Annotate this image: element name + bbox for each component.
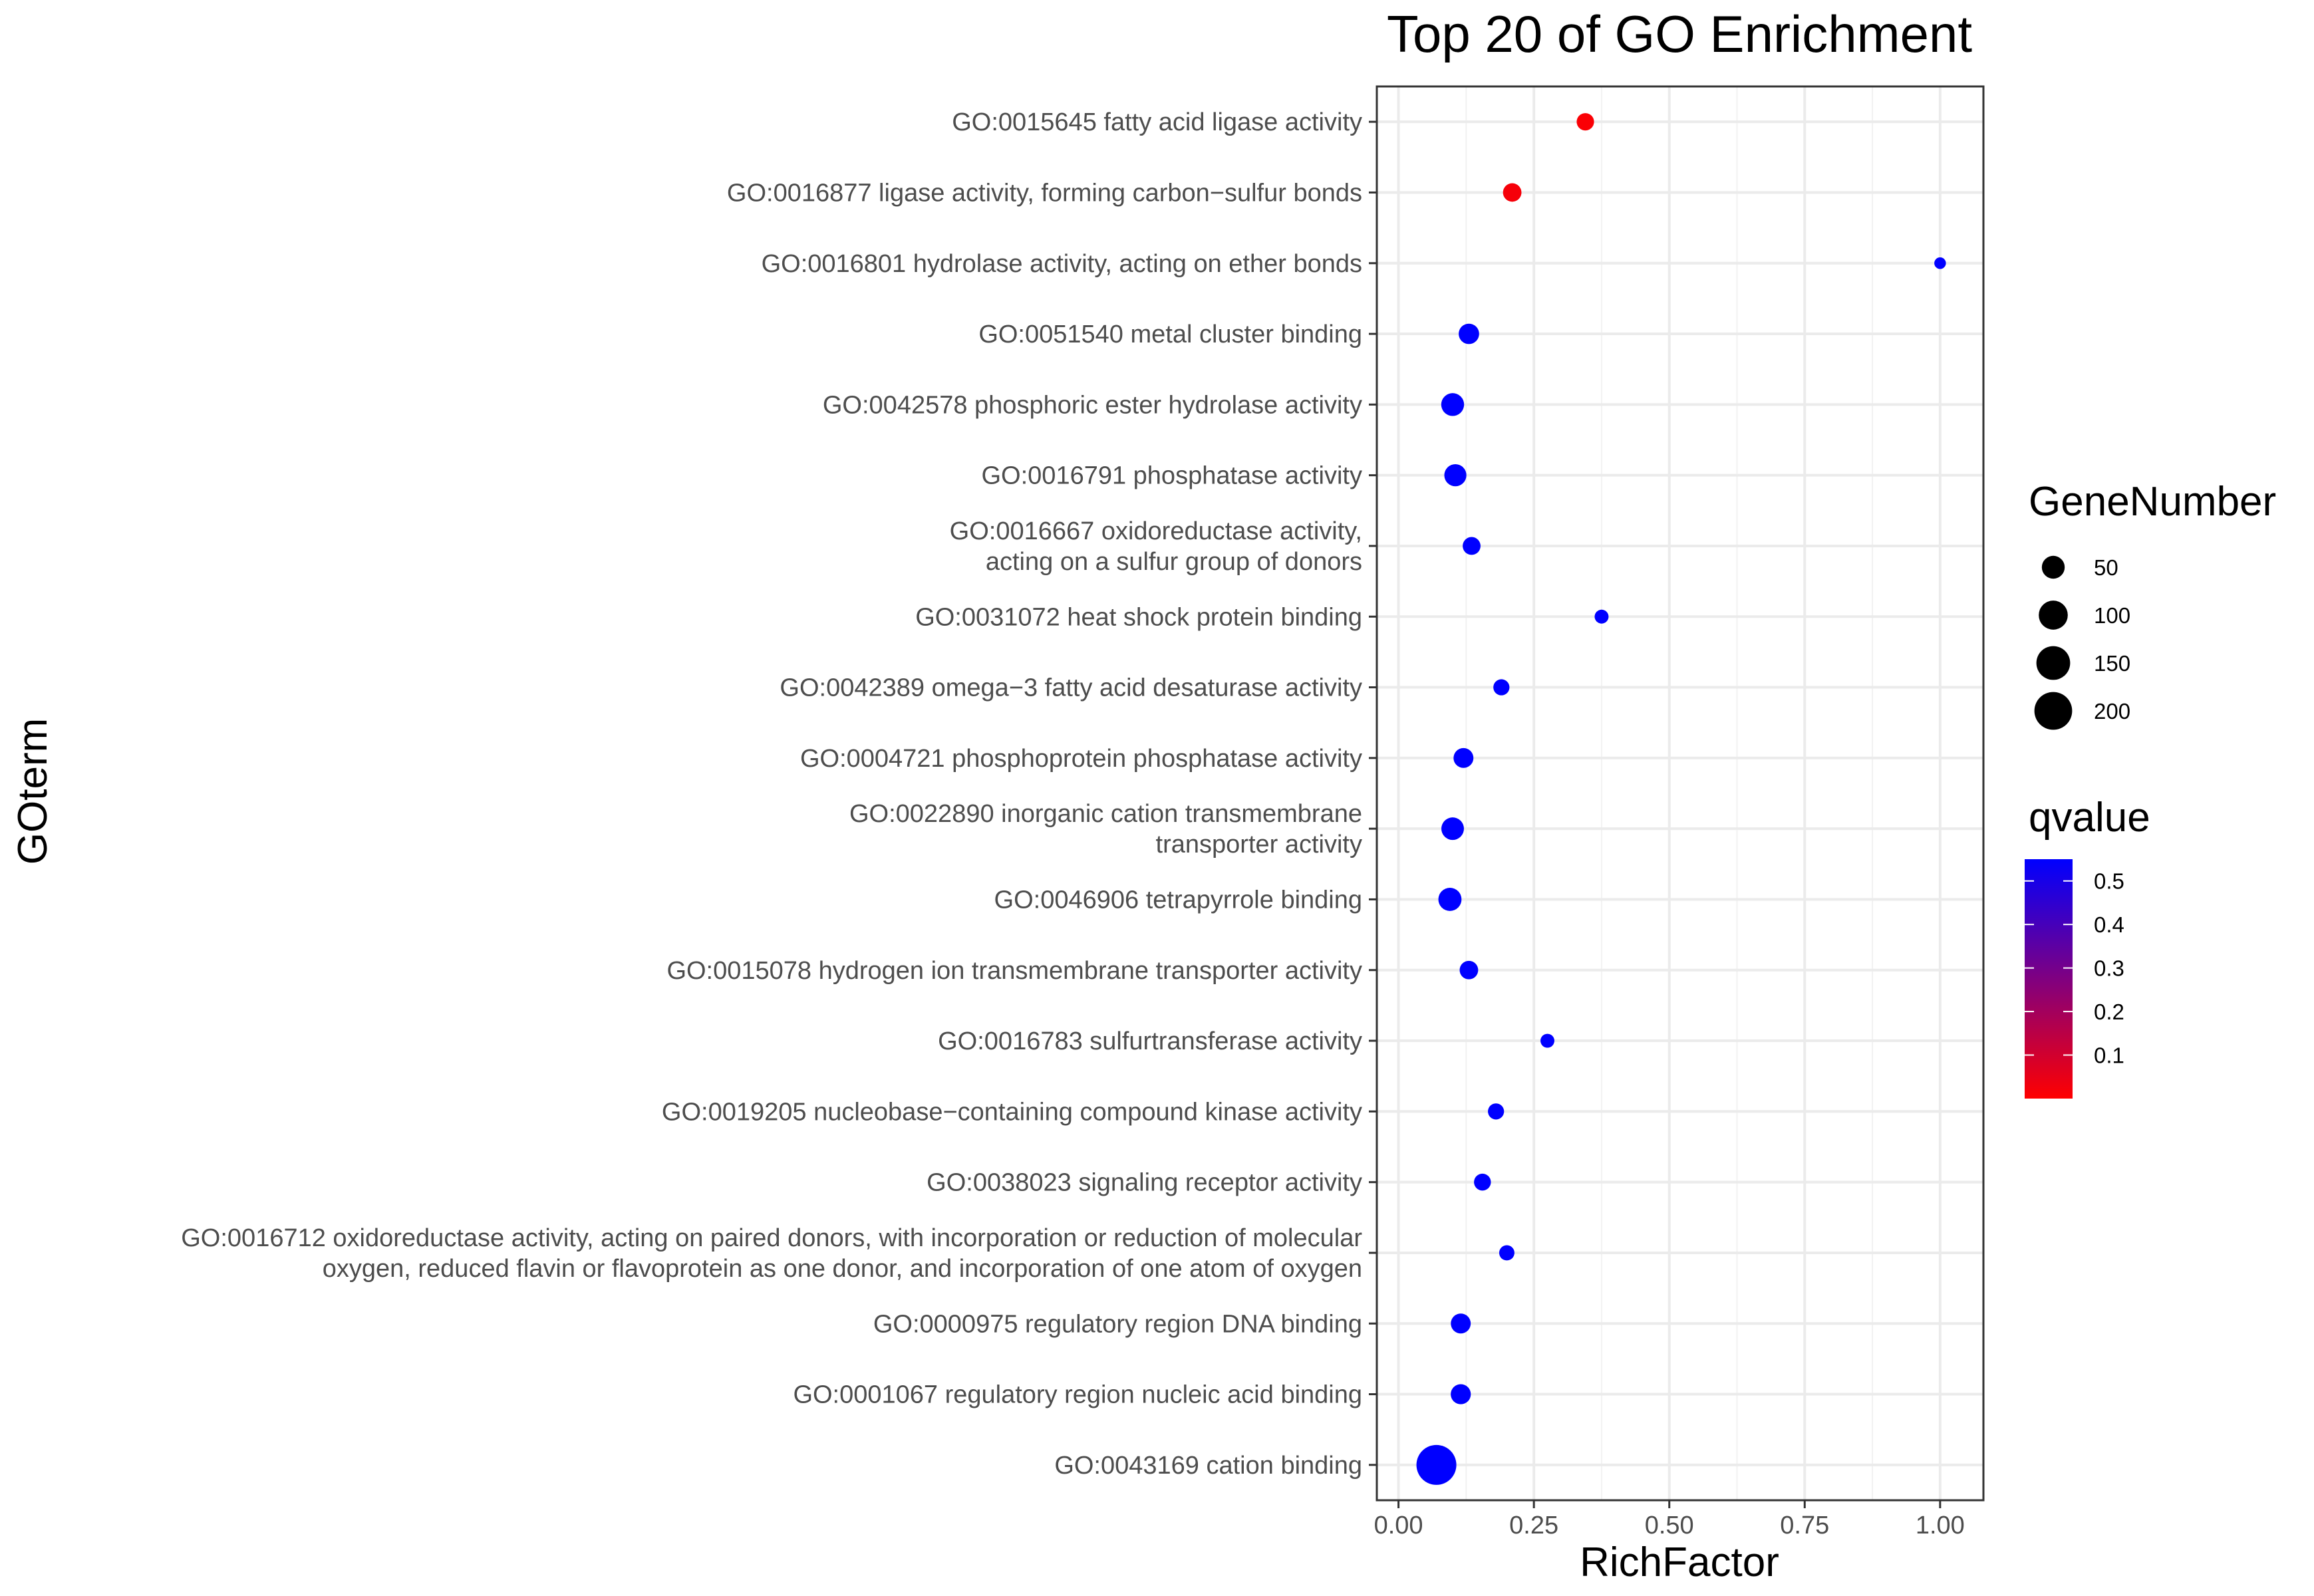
y-tick-label: GO:0016712 oxidoreductase activity, acti… [181, 1224, 1362, 1283]
y-tick-label: GO:0022890 inorganic cation transmembran… [849, 800, 1362, 859]
y-tick-label: GO:0004721 phosphoprotein phosphatase ac… [800, 745, 1362, 773]
y-tick-label-line: GO:0016877 ligase activity, forming carb… [727, 179, 1362, 207]
data-point [1451, 1313, 1471, 1334]
data-point [1474, 1173, 1491, 1191]
y-tick-label-line: GO:0042389 omega−3 fatty acid desaturase… [780, 674, 1362, 702]
color-legend-label: 0.2 [2094, 999, 2124, 1024]
y-tick-label-line: GO:0016783 sulfurtransferase activity [938, 1027, 1362, 1055]
y-tick-label: GO:0038023 signaling receptor activity [927, 1169, 1362, 1197]
color-legend-title: qvalue [2029, 795, 2150, 841]
color-legend-label: 0.4 [2094, 912, 2124, 937]
y-tick-label-line: GO:0042578 phosphoric ester hydrolase ac… [823, 391, 1362, 419]
data-point [1459, 960, 1479, 980]
y-tick-label: GO:0016783 sulfurtransferase activity [938, 1027, 1362, 1055]
data-point [1453, 747, 1474, 768]
data-point [1503, 183, 1522, 202]
size-legend-label: 50 [2094, 555, 2118, 580]
data-point [1451, 1384, 1471, 1404]
y-tick-label-line: GO:0043169 cation binding [1054, 1452, 1362, 1480]
y-tick-label: GO:0000975 regulatory region DNA binding [873, 1310, 1362, 1338]
y-tick-label-line: GO:0019205 nucleobase−containing compoun… [662, 1098, 1362, 1126]
size-legend-key [2039, 600, 2068, 630]
grid [1377, 86, 1983, 1500]
y-tick-label-line: GO:0001067 regulatory region nucleic aci… [793, 1381, 1362, 1409]
x-tick-label: 0.25 [1509, 1512, 1558, 1539]
size-legend-label: 200 [2094, 699, 2130, 724]
size-legend-label: 150 [2094, 651, 2130, 676]
y-tick-label: GO:0042389 omega−3 fatty acid desaturase… [780, 674, 1362, 702]
y-tick-label: GO:0046906 tetrapyrrole binding [994, 886, 1362, 914]
y-tick-label: GO:0016791 phosphatase activity [982, 462, 1363, 490]
data-point [1438, 888, 1462, 911]
data-point [1594, 609, 1609, 624]
y-tick-label-line: GO:0051540 metal cluster binding [978, 321, 1362, 348]
color-legend-label: 0.1 [2094, 1043, 2124, 1068]
y-tick-label: GO:0051540 metal cluster binding [978, 321, 1362, 348]
y-tick-label: GO:0016801 hydrolase activity, acting on… [762, 250, 1362, 278]
x-tick-label: 0.00 [1374, 1512, 1423, 1539]
x-axis-title: RichFactor [1580, 1539, 1779, 1585]
y-tick-label-line: GO:0016667 oxidoreductase activity, [950, 517, 1362, 545]
y-tick-label-line: GO:0022890 inorganic cation transmembran… [849, 800, 1362, 828]
y-tick-label: GO:0016667 oxidoreductase activity, actin… [950, 517, 1362, 576]
y-axis-title: GOterm [10, 718, 56, 864]
data-point [1493, 679, 1510, 696]
size-legend-key [2041, 555, 2065, 579]
plot-panel-border [1375, 85, 1985, 1502]
size-legend-title: GeneNumber [2029, 479, 2276, 525]
y-tick-label-line: GO:0016791 phosphatase activity [982, 462, 1363, 490]
y-tick-label: GO:0016877 ligase activity, forming carb… [727, 179, 1362, 207]
color-legend-label: 0.5 [2094, 869, 2124, 894]
size-legend-label: 100 [2094, 603, 2130, 628]
data-point [1459, 323, 1479, 344]
data-point [1576, 113, 1594, 131]
data-point [1441, 817, 1464, 841]
y-tick-label: GO:0001067 regulatory region nucleic aci… [793, 1381, 1362, 1409]
y-tick-label: GO:0031072 heat shock protein binding [915, 603, 1362, 631]
y-tick-label-line: oxygen, reduced flavin or flavoprotein a… [323, 1255, 1362, 1283]
x-tick-label: 0.75 [1780, 1512, 1829, 1539]
color-legend-bar [2025, 859, 2073, 1099]
y-tick-label: GO:0015078 hydrogen ion transmembrane tr… [666, 957, 1362, 985]
chart-title: Top 20 of GO Enrichment [1387, 5, 1972, 63]
size-legend-key [2034, 692, 2073, 730]
y-tick-label-line: GO:0015645 fatty acid ligase activity [952, 108, 1362, 136]
y-tick-label-line: GO:0004721 phosphoprotein phosphatase ac… [800, 745, 1362, 773]
size-legend-key [2036, 646, 2071, 680]
data-point [1441, 393, 1465, 416]
y-tick-label-line: GO:0016712 oxidoreductase activity, acti… [181, 1224, 1362, 1252]
data-point [1416, 1444, 1457, 1485]
data-point [1488, 1103, 1505, 1120]
y-tick-label: GO:0015645 fatty acid ligase activity [952, 108, 1362, 136]
y-tick-label-line: GO:0016801 hydrolase activity, acting on… [762, 250, 1362, 278]
data-point [1499, 1245, 1515, 1261]
y-tick-label-line: GO:0038023 signaling receptor activity [927, 1169, 1362, 1197]
y-tick-label: GO:0019205 nucleobase−containing compoun… [662, 1098, 1362, 1126]
y-tick-label-line: acting on a sulfur group of donors [986, 548, 1362, 576]
data-point [1934, 257, 1946, 269]
y-tick-label: GO:0042578 phosphoric ester hydrolase ac… [823, 391, 1362, 419]
y-tick-label-line: GO:0046906 tetrapyrrole binding [994, 886, 1362, 914]
y-tick-label-line: GO:0000975 regulatory region DNA binding [873, 1310, 1362, 1338]
data-point [1540, 1033, 1554, 1048]
x-tick-label: 1.00 [1916, 1512, 1965, 1539]
y-tick-label: GO:0043169 cation binding [1054, 1452, 1362, 1480]
data-point [1463, 537, 1481, 555]
y-tick-label-line: transporter activity [1156, 831, 1362, 859]
y-tick-label-line: GO:0015078 hydrogen ion transmembrane tr… [666, 957, 1362, 985]
color-legend-label: 0.3 [2094, 956, 2124, 981]
y-tick-label-line: GO:0031072 heat shock protein binding [915, 603, 1362, 631]
data-point [1444, 464, 1467, 487]
x-tick-label: 0.50 [1645, 1512, 1694, 1539]
